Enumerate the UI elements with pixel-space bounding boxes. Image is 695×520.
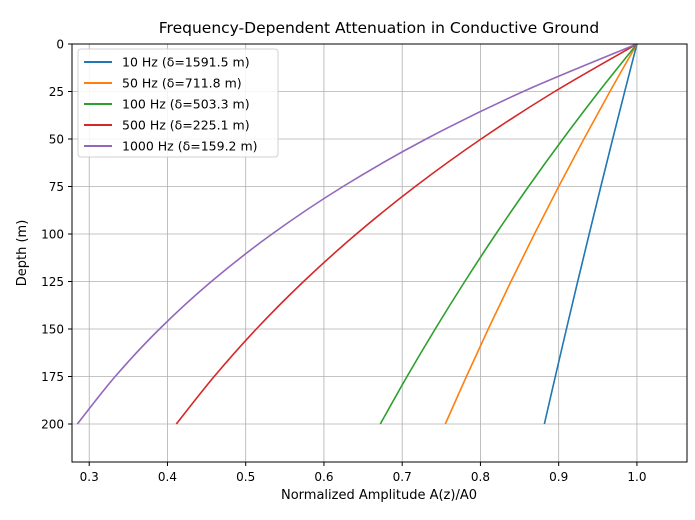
x-tick-label: 0.5 bbox=[236, 470, 255, 484]
y-tick-label: 50 bbox=[49, 133, 64, 147]
x-tick-label: 0.8 bbox=[471, 470, 490, 484]
y-tick-label: 0 bbox=[56, 38, 64, 52]
x-tick-label: 0.4 bbox=[158, 470, 177, 484]
x-tick-label: 0.9 bbox=[549, 470, 568, 484]
y-tick-label: 200 bbox=[41, 418, 64, 432]
y-tick-label: 100 bbox=[41, 228, 64, 242]
legend-label: 50 Hz (δ=711.8 m) bbox=[122, 76, 242, 91]
y-axis-label: Depth (m) bbox=[15, 220, 30, 287]
y-tick-label: 75 bbox=[49, 180, 64, 194]
series-lines bbox=[76, 43, 638, 425]
legend-label: 1000 Hz (δ=159.2 m) bbox=[122, 139, 258, 154]
legend-label: 10 Hz (δ=1591.5 m) bbox=[122, 55, 250, 70]
legend-box bbox=[77, 48, 279, 158]
y-tick-label: 125 bbox=[41, 275, 64, 289]
axis-ticks: 0.3 0.4 0.5 0.6 0.7 0.8 0.9 1.0 0 25 50 75 100 125 150… bbox=[41, 38, 646, 485]
x-axis-label: Normalized Amplitude A(z)/A0 bbox=[281, 488, 477, 503]
legend: 10 Hz (δ=1591.5 m) 50 Hz (δ=711.8 m) 100 H… bbox=[77, 48, 279, 158]
y-tick-label: 150 bbox=[41, 323, 64, 337]
x-tick-label: 0.3 bbox=[80, 470, 99, 484]
series-line-4 bbox=[76, 43, 638, 425]
x-tick-label: 0.7 bbox=[393, 470, 412, 484]
legend-label: 500 Hz (δ=225.1 m) bbox=[122, 118, 250, 133]
series-line-1 bbox=[444, 43, 638, 425]
x-tick-label: 1.0 bbox=[627, 470, 646, 484]
x-tick-label: 0.6 bbox=[314, 470, 333, 484]
series-line-2 bbox=[379, 43, 638, 425]
plot-frame bbox=[71, 43, 688, 463]
chart-title: Frequency-Dependent Attenuation in Condu… bbox=[159, 19, 599, 37]
series-line-0 bbox=[543, 43, 638, 425]
y-tick-label: 25 bbox=[49, 85, 64, 99]
legend-label: 100 Hz (δ=503.3 m) bbox=[122, 97, 250, 112]
y-tick-label: 175 bbox=[41, 370, 64, 384]
series-line-3 bbox=[175, 43, 638, 425]
